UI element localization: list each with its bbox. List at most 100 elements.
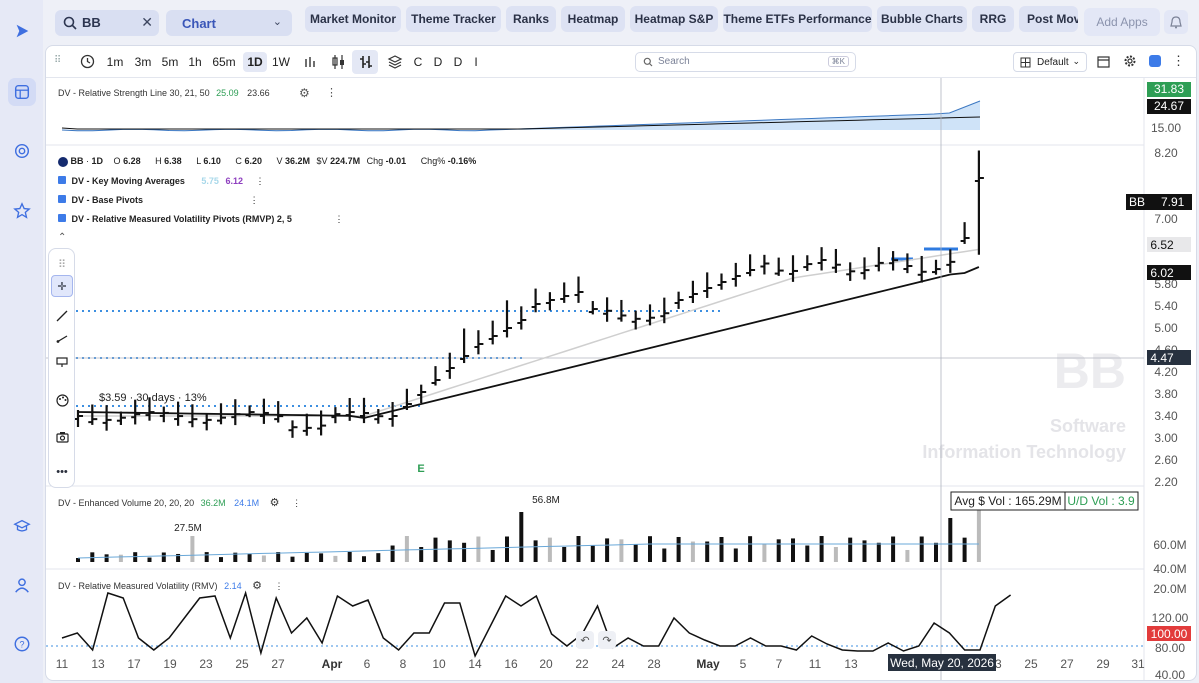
redo-icon: ↷ [602,635,611,647]
gear-icon[interactable]: ⚙ [269,497,280,509]
price-axis-tick: 5.40 [1154,299,1178,313]
price-axis-tick: 4.20 [1154,365,1178,379]
tab-market-monitor[interactable]: Market Monitor [305,6,401,32]
undo-button[interactable] [576,631,594,649]
star-icon[interactable] [8,197,36,225]
tab-heatmap[interactable]: Heatmap [561,6,625,32]
drag-handle-icon[interactable]: ⠿ [57,258,67,271]
symbol-search[interactable]: BB ✕ [55,10,159,36]
chart-search[interactable]: Search ⌘K [635,52,856,72]
timeframe-1m[interactable]: 1m [106,55,124,69]
volume-bar [362,556,366,562]
tab-theme-tracker[interactable]: Theme Tracker [406,6,501,32]
ma-tag-text: 6.02 [1150,266,1174,280]
calendar-icon[interactable] [1097,55,1110,68]
timeframe-3m[interactable]: 3m [134,55,152,69]
trend-line-icon[interactable] [51,305,73,327]
ray-line-icon[interactable] [51,328,73,350]
toolbar-letter-d2[interactable]: D [453,55,463,69]
level-tag [1147,237,1191,252]
ma-fast-line [78,248,980,417]
crosshair-tool-icon[interactable]: ✛ [51,275,73,297]
layout-icon[interactable] [8,78,36,106]
toolbar-letter-d1[interactable]: D [433,55,443,69]
toolbar-letter-c[interactable]: C [413,55,423,69]
volume-bar [347,552,352,562]
layers-icon[interactable] [387,54,403,70]
color-swatch-icon[interactable] [1149,55,1161,67]
annotation-icon[interactable] [51,351,73,373]
earnings-marker[interactable]: E [417,463,424,475]
price-axis-tick: 3.80 [1154,387,1178,401]
more-vertical-icon[interactable]: ⋮ [249,195,259,205]
checkbox-icon[interactable] [58,195,66,203]
volume-bar [776,539,781,562]
toolbar-letter-i[interactable]: I [474,55,478,69]
checkbox-icon[interactable] [58,176,66,184]
tab-theme-etfs[interactable]: Theme ETFs Performance [723,6,872,32]
volume-bar [304,552,309,562]
tab-rrg[interactable]: RRG [972,6,1014,32]
volume-legend[interactable]: DV - Enhanced Volume 20, 20, 20 36.2M 24… [58,496,301,509]
rmv-legend[interactable]: DV - Relative Measured Volatility (RMV) … [58,579,284,592]
legend-timeframe: 1D [91,156,104,166]
more-vertical-icon[interactable]: ⋮ [255,176,265,186]
learn-icon[interactable] [8,512,36,540]
more-vertical-icon[interactable]: ⋮ [326,87,337,99]
camera-icon[interactable] [51,426,73,448]
more-vertical-icon[interactable]: ⋮ [334,214,344,224]
tab-heatmap-sp[interactable]: Heatmap S&P [630,6,718,32]
gear-icon[interactable]: ⚙ [299,86,310,100]
overlay-legend-rmvp[interactable]: DV - Relative Measured Volatility Pivots… [58,214,343,225]
radar-icon[interactable] [8,137,36,165]
candles-icon[interactable] [331,54,346,70]
date-axis-label: Apr [322,657,343,671]
bell-icon[interactable] [1164,10,1188,34]
gear-icon[interactable]: ⚙ [252,580,262,592]
grid-icon [1020,57,1031,68]
date-axis-label: 25 [235,657,249,671]
clock-icon[interactable] [80,54,95,69]
crosshair-price-tag [1147,350,1191,365]
timeframe-65m[interactable]: 65m [212,55,236,69]
timeframe-1h[interactable]: 1h [188,55,202,69]
logo-icon[interactable] [8,17,36,45]
layout-select[interactable]: Default ⌄ [1013,52,1087,72]
more-vertical-icon[interactable]: ⋮ [292,498,302,508]
add-apps-button[interactable]: Add Apps [1084,8,1160,36]
tab-bubble-charts[interactable]: Bubble Charts [877,6,967,32]
drag-handle-icon[interactable]: ⠿ [54,55,62,66]
ohlc-bars-button[interactable] [352,50,378,74]
timeframe-1d[interactable]: 1D [243,52,267,72]
gear-icon[interactable] [1123,54,1137,68]
overlay-legend-pivots[interactable]: DV - Base Pivots ⋮ [58,195,259,206]
more-vertical-icon[interactable]: ⋮ [274,581,284,591]
timeframe-5m[interactable]: 5m [161,55,179,69]
rmv-axis-tick: 120.00 [1152,611,1189,625]
ohlc-icon [359,56,372,68]
overlay-legend-kma[interactable]: DV - Key Moving Averages 5.75 6.12 ⋮ [58,176,265,187]
timeframe-1w[interactable]: 1W [272,55,290,69]
date-axis-label: 31 [1131,657,1145,671]
tab-post-moves[interactable]: Post Mov [1019,6,1078,32]
bar-type-icon[interactable] [303,55,317,69]
rmv-axis-tick: 40.00 [1155,668,1185,681]
more-vertical-icon[interactable]: ⋮ [1172,53,1185,68]
view-select[interactable]: Chart ⌄ [166,10,292,36]
checkbox-icon[interactable] [58,214,66,222]
volume-bar [948,518,953,562]
redo-button[interactable] [598,631,616,649]
palette-icon[interactable] [51,389,73,411]
volume-bar [219,557,223,562]
close-icon[interactable]: ✕ [141,14,153,30]
tab-ranks[interactable]: Ranks [506,6,556,32]
user-icon[interactable] [8,571,36,599]
volume-bar [862,540,867,562]
chart-area[interactable]: BB Software Information Technology $3.59… [46,78,1197,681]
rs-legend[interactable]: DV - Relative Strength Line 30, 21, 50 2… [58,88,270,98]
overlay-name: DV - Relative Measured Volatility Pivots… [71,214,292,224]
collapse-legend-icon[interactable]: ⌃ [58,232,67,243]
more-horizontal-icon[interactable]: ••• [56,466,68,478]
help-icon[interactable]: ? [8,630,36,658]
volume-bar [490,549,495,562]
